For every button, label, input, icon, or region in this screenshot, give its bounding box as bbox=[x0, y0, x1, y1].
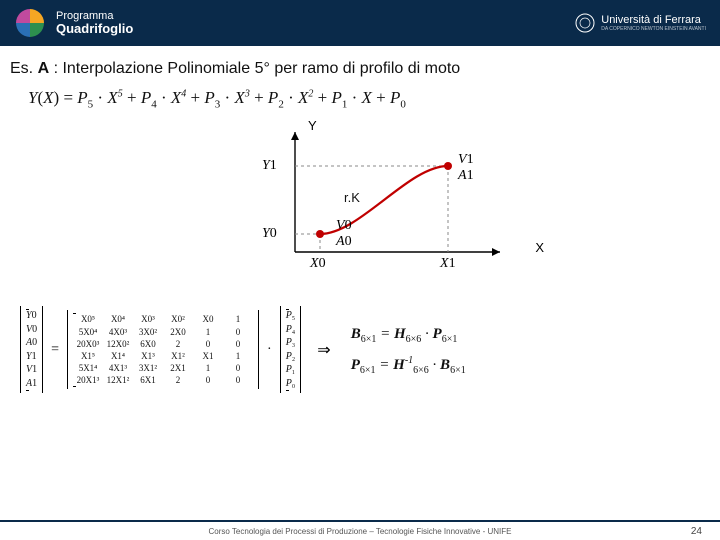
label-v1: V1 bbox=[458, 152, 474, 168]
result-line1: B6×1 = H6×6 · P6×1 bbox=[351, 319, 466, 350]
y-axis-label: Y bbox=[308, 118, 317, 133]
slide-title: Es. A : Interpolazione Polinomiale 5° pe… bbox=[0, 46, 720, 84]
polynomial-equation: Y(X) = P5 · X5 + P4 · X4 + P3 · X3 + P2 … bbox=[0, 84, 720, 118]
label-rk: r.K bbox=[344, 190, 360, 205]
label-a1: A1 bbox=[458, 168, 474, 184]
program-title: Programma Quadrifoglio bbox=[56, 10, 133, 36]
label-x0: X0 bbox=[310, 256, 326, 272]
title-prefix: Es. bbox=[10, 60, 38, 77]
label-a0: A0 bbox=[336, 234, 352, 250]
header-right: Università di Ferrara DA COPERNICO NEWTO… bbox=[575, 13, 706, 33]
implies-arrow-icon: ⇒ bbox=[307, 340, 344, 360]
matrix-equation-row: Y0V0A0Y1V1A1 = X0⁵X0⁴X0³X0²X015X0⁴4X0³3X… bbox=[0, 298, 720, 393]
label-x1: X1 bbox=[440, 256, 456, 272]
uni-name: Università di Ferrara bbox=[601, 14, 706, 26]
page-number: 24 bbox=[691, 526, 702, 537]
matrix-P: P₅P₄P₃P₂P₁P₀ bbox=[280, 306, 302, 393]
title-rest: : Interpolazione Polinomiale 5° per ramo… bbox=[49, 60, 460, 77]
university-text: Università di Ferrara DA COPERNICO NEWTO… bbox=[601, 14, 706, 32]
quadrifoglio-logo-icon bbox=[14, 7, 46, 39]
equation-text: Y(X) = P5 · X5 + P4 · X4 + P3 · X3 + P2 … bbox=[28, 88, 406, 107]
label-y0: Y0 bbox=[262, 226, 277, 242]
result-line2: P6×1 = H-16×6 · B6×1 bbox=[351, 350, 466, 381]
equals-sign: = bbox=[49, 342, 61, 358]
title-bold: A bbox=[38, 60, 50, 77]
footer-bar: Corso Tecnologia dei Processi di Produzi… bbox=[0, 520, 720, 540]
chart-svg bbox=[190, 124, 530, 294]
footer-text: Corso Tecnologia dei Processi di Produzi… bbox=[209, 527, 512, 536]
matrix-H: X0⁵X0⁴X0³X0²X015X0⁴4X0³3X0²2X01020X0³12X… bbox=[67, 310, 259, 389]
program-line2: Quadrifoglio bbox=[56, 22, 133, 36]
uni-tag: DA COPERNICO NEWTON EINSTEIN AVANTI bbox=[601, 26, 706, 32]
label-y1: Y1 bbox=[262, 158, 277, 174]
dot-sign: · bbox=[265, 342, 274, 358]
motion-profile-chart: Y X Y1 Y0 X0 X1 V1 A1 V0 A0 r.K bbox=[190, 124, 530, 294]
label-v0: V0 bbox=[336, 218, 352, 234]
result-equations: B6×1 = H6×6 · P6×1 P6×1 = H-16×6 · B6×1 bbox=[351, 319, 466, 381]
matrix-B: Y0V0A0Y1V1A1 bbox=[20, 306, 43, 393]
header-left: Programma Quadrifoglio bbox=[14, 7, 133, 39]
x-axis-label: X bbox=[535, 240, 544, 255]
university-seal-icon bbox=[575, 13, 595, 33]
header-bar: Programma Quadrifoglio Università di Fer… bbox=[0, 0, 720, 46]
